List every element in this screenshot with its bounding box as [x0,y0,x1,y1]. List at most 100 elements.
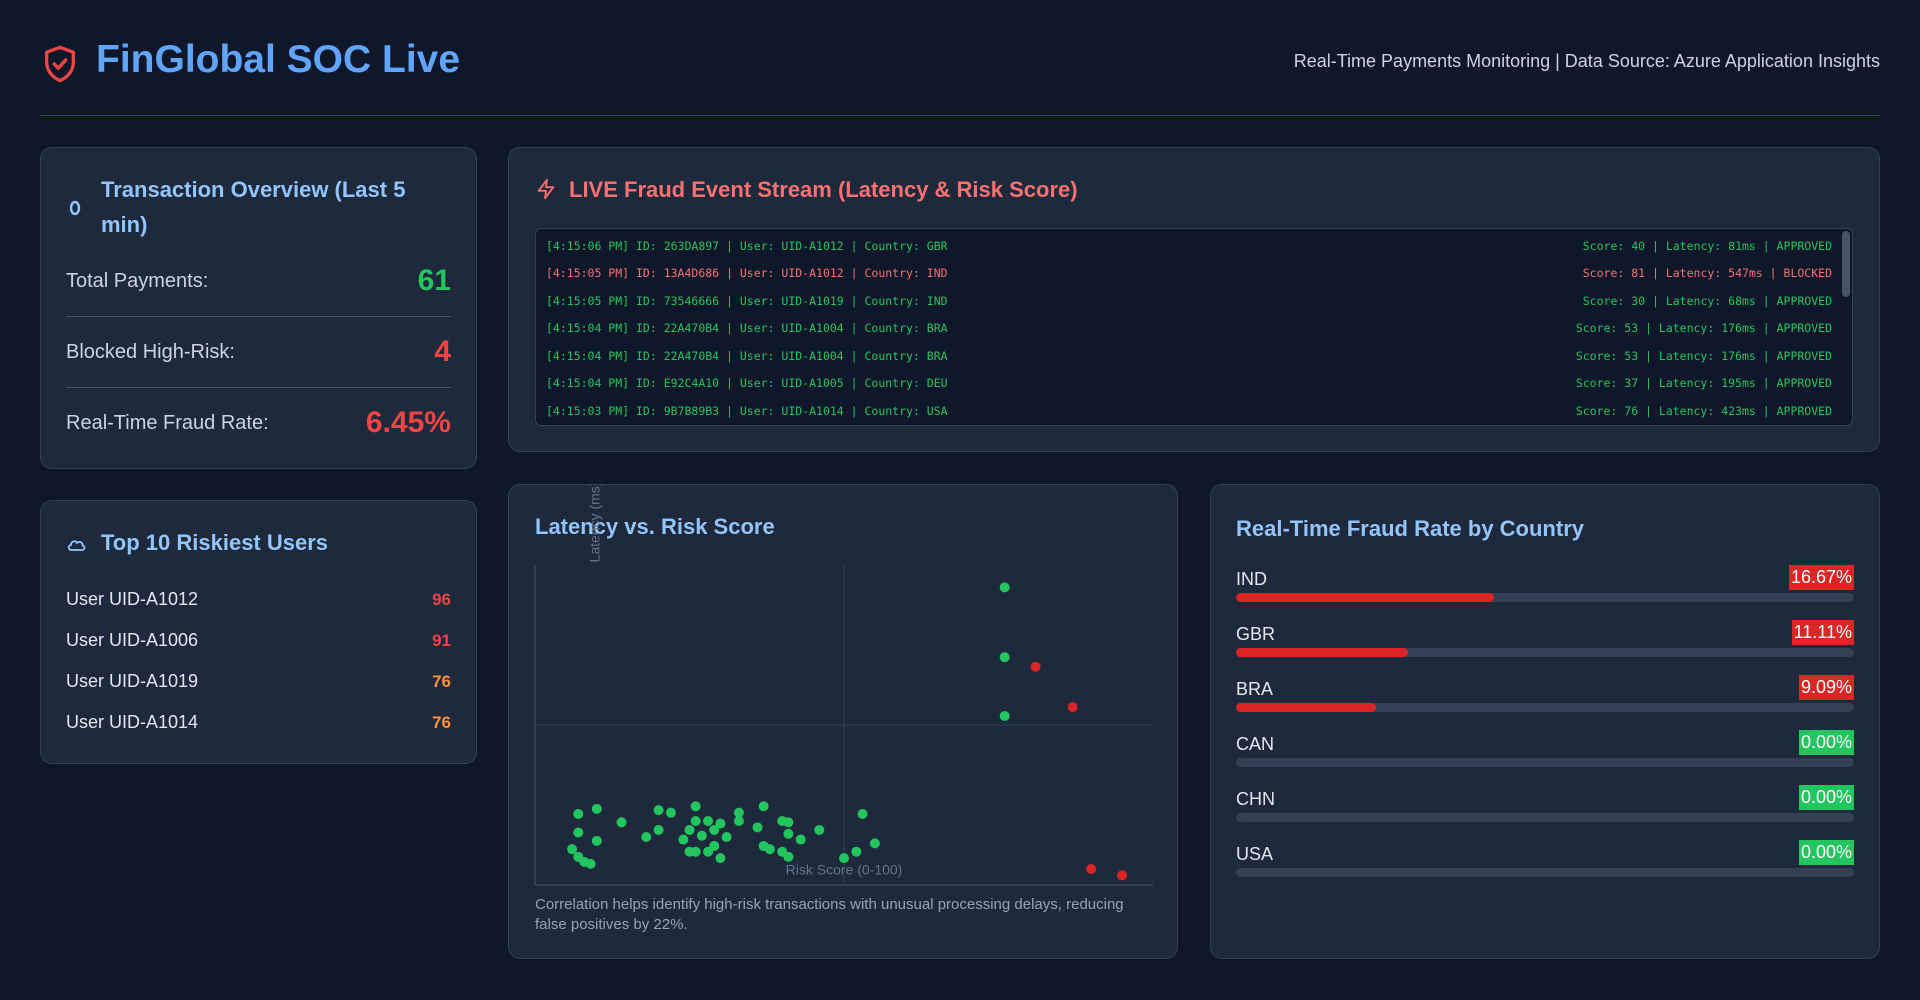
scatter-point [783,817,794,828]
scatter-point [814,824,825,835]
bar-track [1236,813,1854,822]
country-label: CAN [1236,734,1275,754]
country-rows: IND 16.67% GBR 11.11% BRA 9.09% CAN 0.00% CHN 0.0… [1211,559,1879,889]
user-row: User UID-A1014 76 [66,702,451,743]
event-metrics: Score: 76 | Latency: 423ms | APPROVED [1575,403,1832,418]
country-label: USA [1236,844,1274,864]
card-title: LIVE Fraud Event Stream (Latency & Risk … [569,177,1078,202]
scatter-point [733,807,744,818]
event-info: [4:15:04 PM] ID: 22A470B4 | User: UID-A1… [546,348,948,363]
event-row: [4:15:04 PM] ID: 22A470B4 | User: UID-A1… [536,315,1852,343]
country-value: 0.00% [1798,840,1854,865]
bar [1236,648,1408,657]
event-info: [4:15:05 PM] ID: 73546666 | User: UID-A1… [546,293,948,308]
event-row: [4:15:04 PM] ID: E92C4A10 | User: UID-A1… [536,370,1852,398]
user-name: User UID-A1014 [66,712,199,732]
scatter-point [999,711,1010,722]
shield-icon [45,45,76,83]
user-score: 91 [432,630,451,650]
scatter-card: Latency vs. Risk Score Risk Score (0-100… [508,484,1178,959]
country-row: CAN 0.00% [1236,724,1854,779]
scatter-point [696,830,707,841]
scatter-point [641,832,652,842]
user-score: 76 [432,712,451,732]
event-metrics: Score: 30 | Latency: 68ms | APPROVED [1582,293,1832,308]
scatter-point [733,816,744,826]
scatter-point [703,846,714,857]
bar-track [1236,593,1854,602]
event-stream: [4:15:06 PM] ID: 263DA897 | User: UID-A1… [535,228,1853,426]
scatter-point [616,817,627,828]
scatter-point [857,808,868,819]
overview-icon [69,200,81,216]
event-info: [4:15:06 PM] ID: 263DA897 | User: UID-A1… [546,238,948,253]
scatter-point [567,844,578,855]
bar-track [1236,703,1854,712]
country-row: USA 0.00% [1236,834,1854,889]
scatter-point [690,846,701,857]
event-rows: [4:15:06 PM] ID: 263DA897 | User: UID-A1… [536,229,1852,425]
event-row: [4:15:03 PM] ID: 9B7B89B3 | User: UID-A1… [536,397,1852,425]
scatter-point [591,835,602,846]
event-metrics: Score: 53 | Latency: 176ms | APPROVED [1575,348,1832,363]
scatter-point [653,824,664,835]
metric-value: 61 [417,264,451,297]
overview-rows: Total Payments: 61 Blocked High-Risk: 4 Real… [41,246,476,458]
event-metrics: Score: 53 | Latency: 176ms | APPROVED [1575,321,1832,336]
bar-track [1236,758,1854,767]
country-label: CHN [1236,789,1275,809]
country-row: CHN 0.00% [1236,779,1854,834]
scatter-point [709,824,720,835]
country-card: Real-Time Fraud Rate by Country IND 16.67… [1210,484,1880,959]
scatter-point [999,652,1010,663]
page-title: FinGlobal SOC Live [96,38,461,81]
overview-row: Total Payments: 61 [66,246,451,317]
user-name: User UID-A1019 [66,671,199,691]
metric-label: Blocked High-Risk: [66,340,235,363]
x-axis-label: Risk Score (0-100) [786,862,903,878]
scatter-point [573,808,584,819]
user-name: User UID-A1006 [66,630,199,650]
scatter-point [690,801,701,812]
country-value: 0.00% [1798,785,1854,810]
bar-track [1236,648,1854,657]
bolt-icon [537,178,555,200]
overview-row: Blocked High-Risk: 4 [66,317,451,388]
chart-title: Latency vs. Risk Score [535,514,775,539]
bar-track [1236,868,1854,877]
country-row: GBR 11.11% [1236,614,1854,669]
user-score: 76 [432,671,451,691]
metric-label: Total Payments: [66,269,209,292]
event-metrics: Score: 81 | Latency: 547ms | BLOCKED [1582,266,1832,281]
scatter-point [839,853,849,864]
user-row: User UID-A1019 76 [66,661,451,702]
user-list: User UID-A1012 96 User UID-A1006 91 User UID… [41,579,476,743]
event-metrics: Score: 37 | Latency: 195ms | APPROVED [1575,376,1832,391]
country-row: BRA 9.09% [1236,669,1854,724]
scatter-point [715,853,726,864]
country-label: GBR [1236,624,1276,644]
scatter-point [869,838,880,849]
scatter-point [653,805,664,816]
event-info: [4:15:04 PM] ID: E92C4A10 | User: UID-A1… [546,376,948,391]
card-title: Top 10 Riskiest Users [101,530,329,555]
scatter-point [690,816,701,826]
scrollbar[interactable] [1842,231,1850,297]
header-divider [40,115,1880,116]
country-value: 0.00% [1798,730,1854,755]
event-row: [4:15:05 PM] ID: 73546666 | User: UID-A1… [536,287,1852,315]
country-label: IND [1236,569,1267,589]
scatter-point [764,844,775,855]
scatter-point [1067,702,1078,713]
card-title: Real-Time Fraud Rate by Country [1236,516,1584,541]
scatter-point [585,858,596,869]
scatter-point [795,834,806,845]
scatter-point [721,832,732,842]
scatter-point [783,828,794,839]
card-title: Transaction Overview (Last 5 min) [101,177,406,237]
riskiest-card: Top 10 Riskiest Users User UID-A1012 96 Us… [40,500,477,764]
user-name: User UID-A1012 [66,589,199,609]
scatter-point [758,801,769,812]
scatter-point [715,818,726,829]
chart-caption: Correlation helps identify high-risk tra… [535,896,1124,933]
